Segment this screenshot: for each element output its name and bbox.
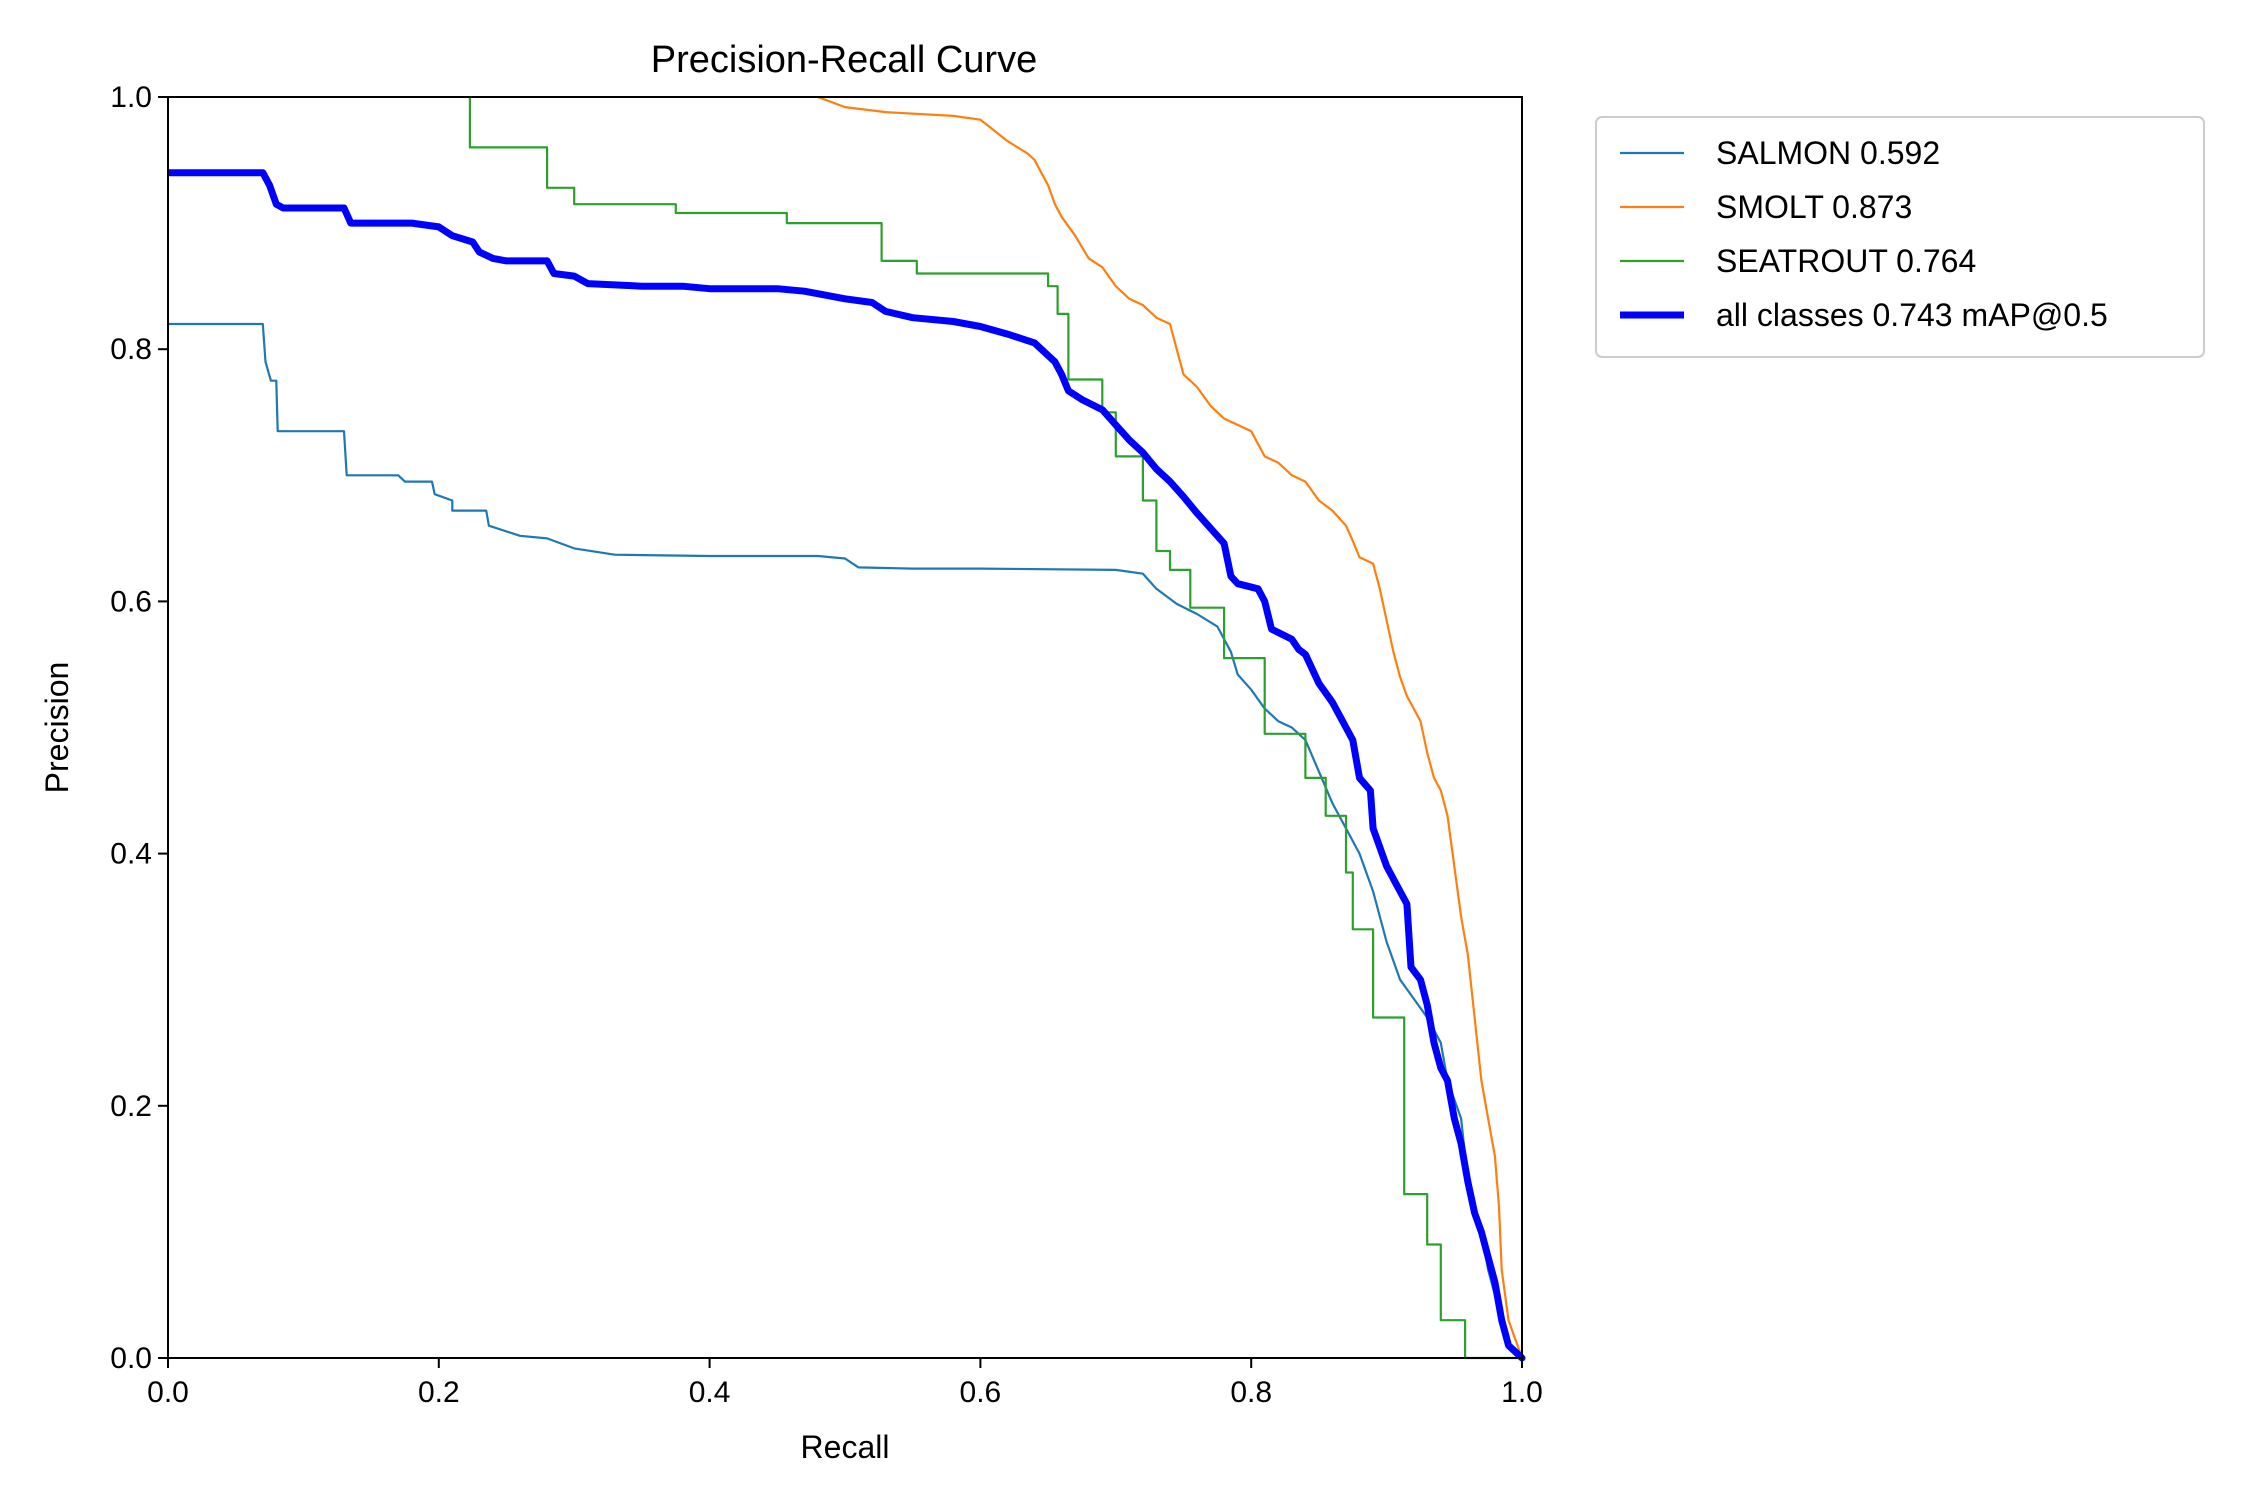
series-line-0 [168, 322, 1524, 1360]
chart-title: Precision-Recall Curve [651, 39, 1037, 81]
y-tick-label: 0.0 [110, 1342, 152, 1375]
legend-label: SMOLT 0.873 [1716, 189, 1912, 225]
x-tick-label: 0.0 [147, 1376, 189, 1409]
legend-label: all classes 0.743 mAP@0.5 [1716, 297, 2108, 333]
legend: SALMON 0.592 SMOLT 0.873 SEATROUT 0.764 all… [1595, 116, 2205, 358]
legend-box [1595, 116, 2205, 358]
y-tick-label: 0.4 [110, 838, 152, 871]
y-tick-label: 0.2 [110, 1090, 152, 1123]
x-tick-label: 0.8 [1230, 1376, 1272, 1409]
x-tick-label: 0.4 [689, 1376, 731, 1409]
y-tick-label: 1.0 [110, 81, 152, 114]
legend-label: SALMON 0.592 [1716, 135, 1940, 171]
series-line-2 [468, 95, 1524, 1360]
series-layer [168, 95, 1526, 1362]
x-tick-label: 1.0 [1501, 1376, 1543, 1409]
plot-frame [167, 96, 1523, 1359]
y-axis-title: Precision [39, 662, 75, 794]
series-line-1 [816, 95, 1524, 1360]
series-line-3 [168, 169, 1526, 1362]
y-tick-label: 0.6 [110, 585, 152, 618]
legend-label: SEATROUT 0.764 [1716, 243, 1976, 279]
x-tick-label: 0.6 [960, 1376, 1002, 1409]
x-axis-title: Recall [801, 1429, 890, 1465]
y-tick-label: 0.8 [110, 333, 152, 366]
x-tick-label: 0.2 [418, 1376, 460, 1409]
axis-ticks: 0.0 0.2 0.4 0.6 0.8 1.0 0.0 0.2 0.4 0.6 0.8 1.0 [110, 81, 1543, 1409]
